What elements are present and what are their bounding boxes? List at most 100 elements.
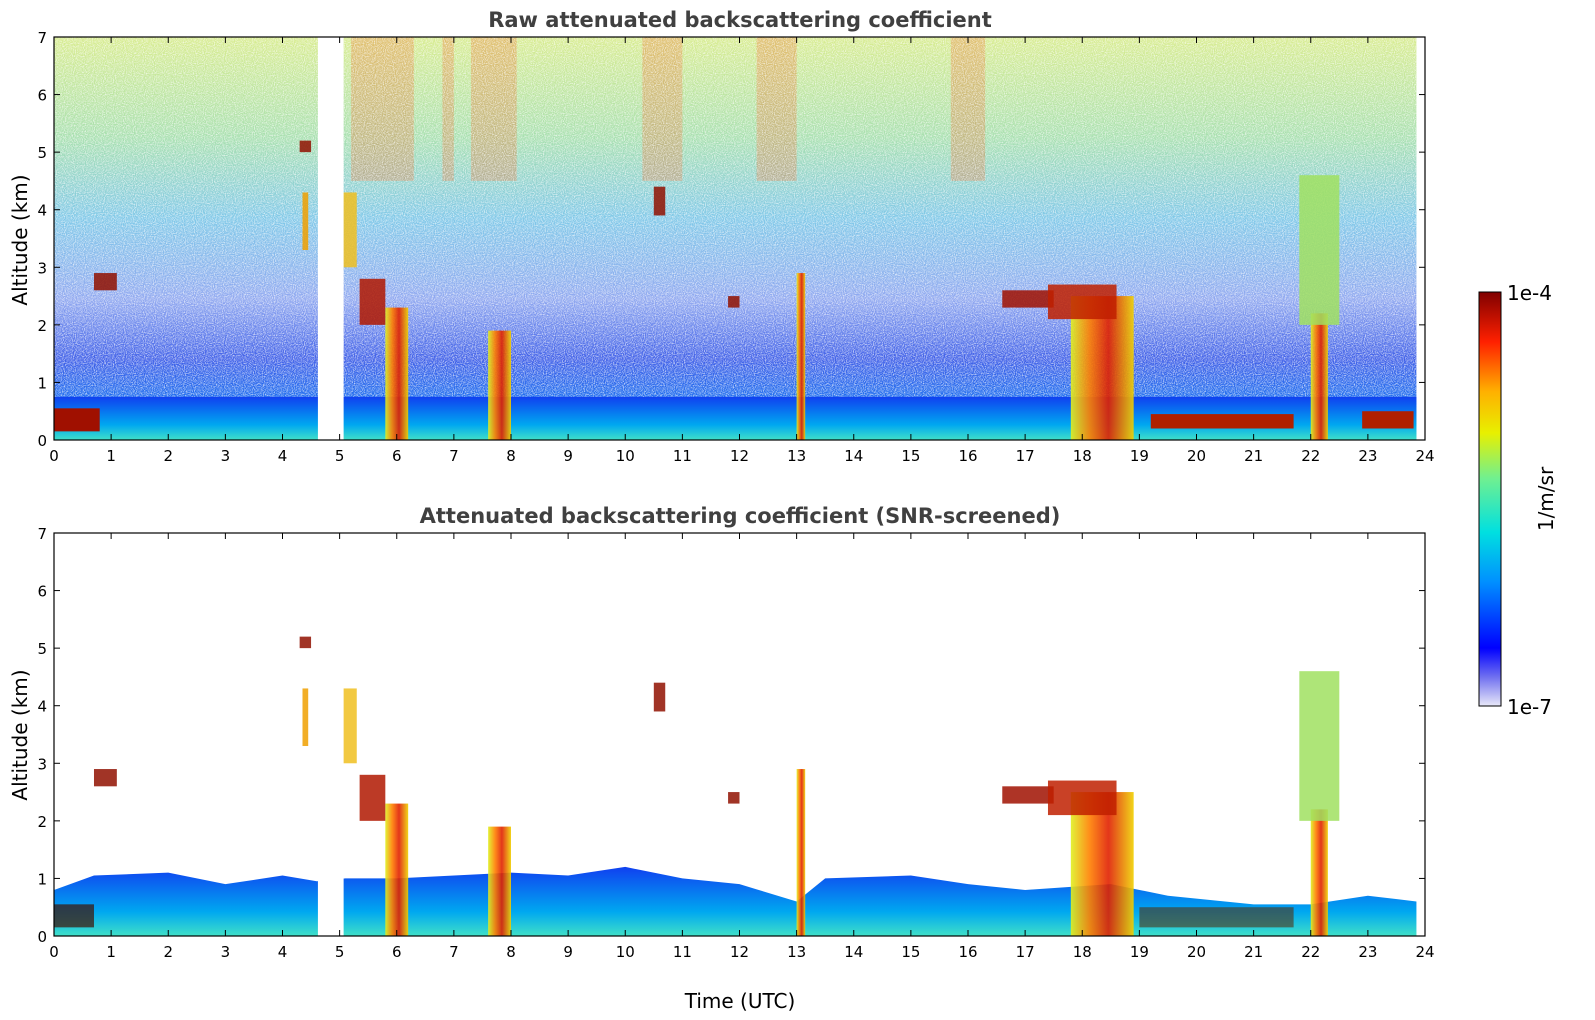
- x-tick-label: 9: [563, 447, 573, 465]
- x-tick-label: 18: [1073, 447, 1092, 465]
- cloud-column: [1070, 792, 1134, 936]
- x-tick-label: 12: [730, 447, 749, 465]
- y-tick-label: 6: [37, 87, 47, 105]
- raw-axes: 0 1 2 3 4 5 6 7 8 9 10 11 12 13 14 15 16 17 18 19 20 21 22 23 24…: [37, 29, 1434, 465]
- elevated-feature: [1299, 671, 1340, 821]
- elevated-feature: [1002, 290, 1054, 308]
- elevated-feature: [653, 186, 666, 216]
- y-tick-label: 6: [37, 583, 47, 601]
- x-tick-label: 0: [49, 943, 59, 961]
- screened-axes: 0 1 2 3 4 5 6 7 8 9 10 11 12 13 14 15 16 17 18 19 20 21 22 23 24…: [37, 525, 1434, 961]
- data-gap: [317, 533, 344, 936]
- screened-ylabel: Altitude (km): [8, 669, 32, 800]
- x-tick-label: 21: [1244, 943, 1263, 961]
- cloud-column: [796, 273, 806, 440]
- x-tick-label: 3: [221, 943, 231, 961]
- elevated-feature: [299, 636, 312, 649]
- y-tick-label: 1: [37, 870, 47, 888]
- x-tick-label: 7: [449, 447, 459, 465]
- x-tick-label: 20: [1187, 943, 1206, 961]
- y-tick-label: 4: [37, 202, 47, 220]
- x-tick-label: 24: [1415, 447, 1434, 465]
- cloud-column: [1070, 296, 1134, 440]
- elevated-feature: [1299, 175, 1340, 325]
- elevated-feature: [299, 140, 312, 153]
- raw-ylabel: Altitude (km): [8, 174, 32, 305]
- elevated-feature: [728, 296, 740, 308]
- x-tick-label: 10: [616, 447, 635, 465]
- screened-low-cloud: [1139, 907, 1294, 928]
- x-tick-label: 1: [106, 447, 116, 465]
- x-tick-label: 6: [392, 943, 402, 961]
- cloud-column: [1310, 809, 1328, 936]
- elevated-feature: [342, 192, 357, 268]
- x-tick-label: 4: [278, 943, 288, 961]
- cloud-column: [1310, 313, 1328, 440]
- x-tick-label: 18: [1073, 943, 1092, 961]
- x-tick-label: 13: [787, 447, 806, 465]
- x-tick-label: 3: [221, 447, 231, 465]
- screened-heatmap: [54, 533, 1417, 936]
- y-tick-label: 0: [37, 928, 47, 946]
- colorbar: 1e-4 1e-7 1/m/sr: [1478, 281, 1558, 719]
- x-tick-label: 11: [673, 943, 692, 961]
- x-tick-label: 17: [1016, 943, 1035, 961]
- x-tick-label: 10: [616, 943, 635, 961]
- elevated-feature: [93, 769, 117, 787]
- x-tick-label: 4: [278, 447, 288, 465]
- x-tick-label: 5: [335, 447, 345, 465]
- cloud-column: [796, 769, 806, 936]
- y-tick-label: 5: [37, 640, 47, 658]
- elevated-feature: [653, 682, 666, 712]
- elevated-feature: [302, 688, 309, 747]
- raw-low-cloud: [1150, 414, 1294, 429]
- screened-low-cloud: [54, 904, 94, 928]
- y-tick-label: 3: [37, 259, 47, 277]
- y-tick-label: 1: [37, 374, 47, 392]
- x-tick-label: 12: [730, 943, 749, 961]
- x-tick-label: 6: [392, 447, 402, 465]
- x-tick-label: 13: [787, 943, 806, 961]
- y-tick-label: 7: [37, 525, 47, 543]
- x-tick-label: 2: [163, 447, 173, 465]
- x-tick-label: 16: [958, 447, 977, 465]
- x-tick-label: 19: [1130, 943, 1149, 961]
- x-tick-label: 22: [1301, 943, 1320, 961]
- time-xlabel: Time (UTC): [684, 989, 796, 1013]
- x-tick-label: 5: [335, 943, 345, 961]
- colorbar-unit-label: 1/m/sr: [1534, 466, 1558, 531]
- y-tick-label: 3: [37, 755, 47, 773]
- x-tick-label: 11: [673, 447, 692, 465]
- cloud-column: [488, 826, 511, 936]
- x-tick-label: 22: [1301, 447, 1320, 465]
- screened-panel-title: Attenuated backscattering coefficient (S…: [420, 504, 1061, 528]
- elevated-feature: [359, 278, 386, 325]
- x-tick-label: 24: [1415, 943, 1434, 961]
- x-tick-label: 14: [844, 447, 863, 465]
- y-tick-label: 7: [37, 29, 47, 47]
- x-tick-label: 0: [49, 447, 59, 465]
- raw-heatmap: [54, 37, 1417, 440]
- x-tick-label: 8: [506, 447, 516, 465]
- y-tick-label: 0: [37, 432, 47, 450]
- cloud-column: [385, 307, 409, 440]
- x-tick-label: 15: [901, 943, 920, 961]
- elevated-feature: [342, 688, 357, 764]
- raw-panel-title: Raw attenuated backscattering coefficien…: [488, 8, 992, 32]
- x-tick-label: 19: [1130, 447, 1149, 465]
- elevated-feature: [728, 792, 740, 804]
- raw-low-cloud: [54, 408, 100, 432]
- plot-frame: [53, 532, 1426, 937]
- x-tick-label: 1: [106, 943, 116, 961]
- x-tick-label: 23: [1358, 943, 1377, 961]
- x-tick-label: 17: [1016, 447, 1035, 465]
- raw-noise-speckle: [54, 37, 1417, 440]
- elevated-feature: [359, 774, 386, 821]
- y-tick-label: 4: [37, 698, 47, 716]
- x-tick-label: 16: [958, 943, 977, 961]
- elevated-feature: [1047, 780, 1117, 816]
- elevated-feature: [1002, 786, 1054, 804]
- x-tick-label: 14: [844, 943, 863, 961]
- x-tick-label: 20: [1187, 447, 1206, 465]
